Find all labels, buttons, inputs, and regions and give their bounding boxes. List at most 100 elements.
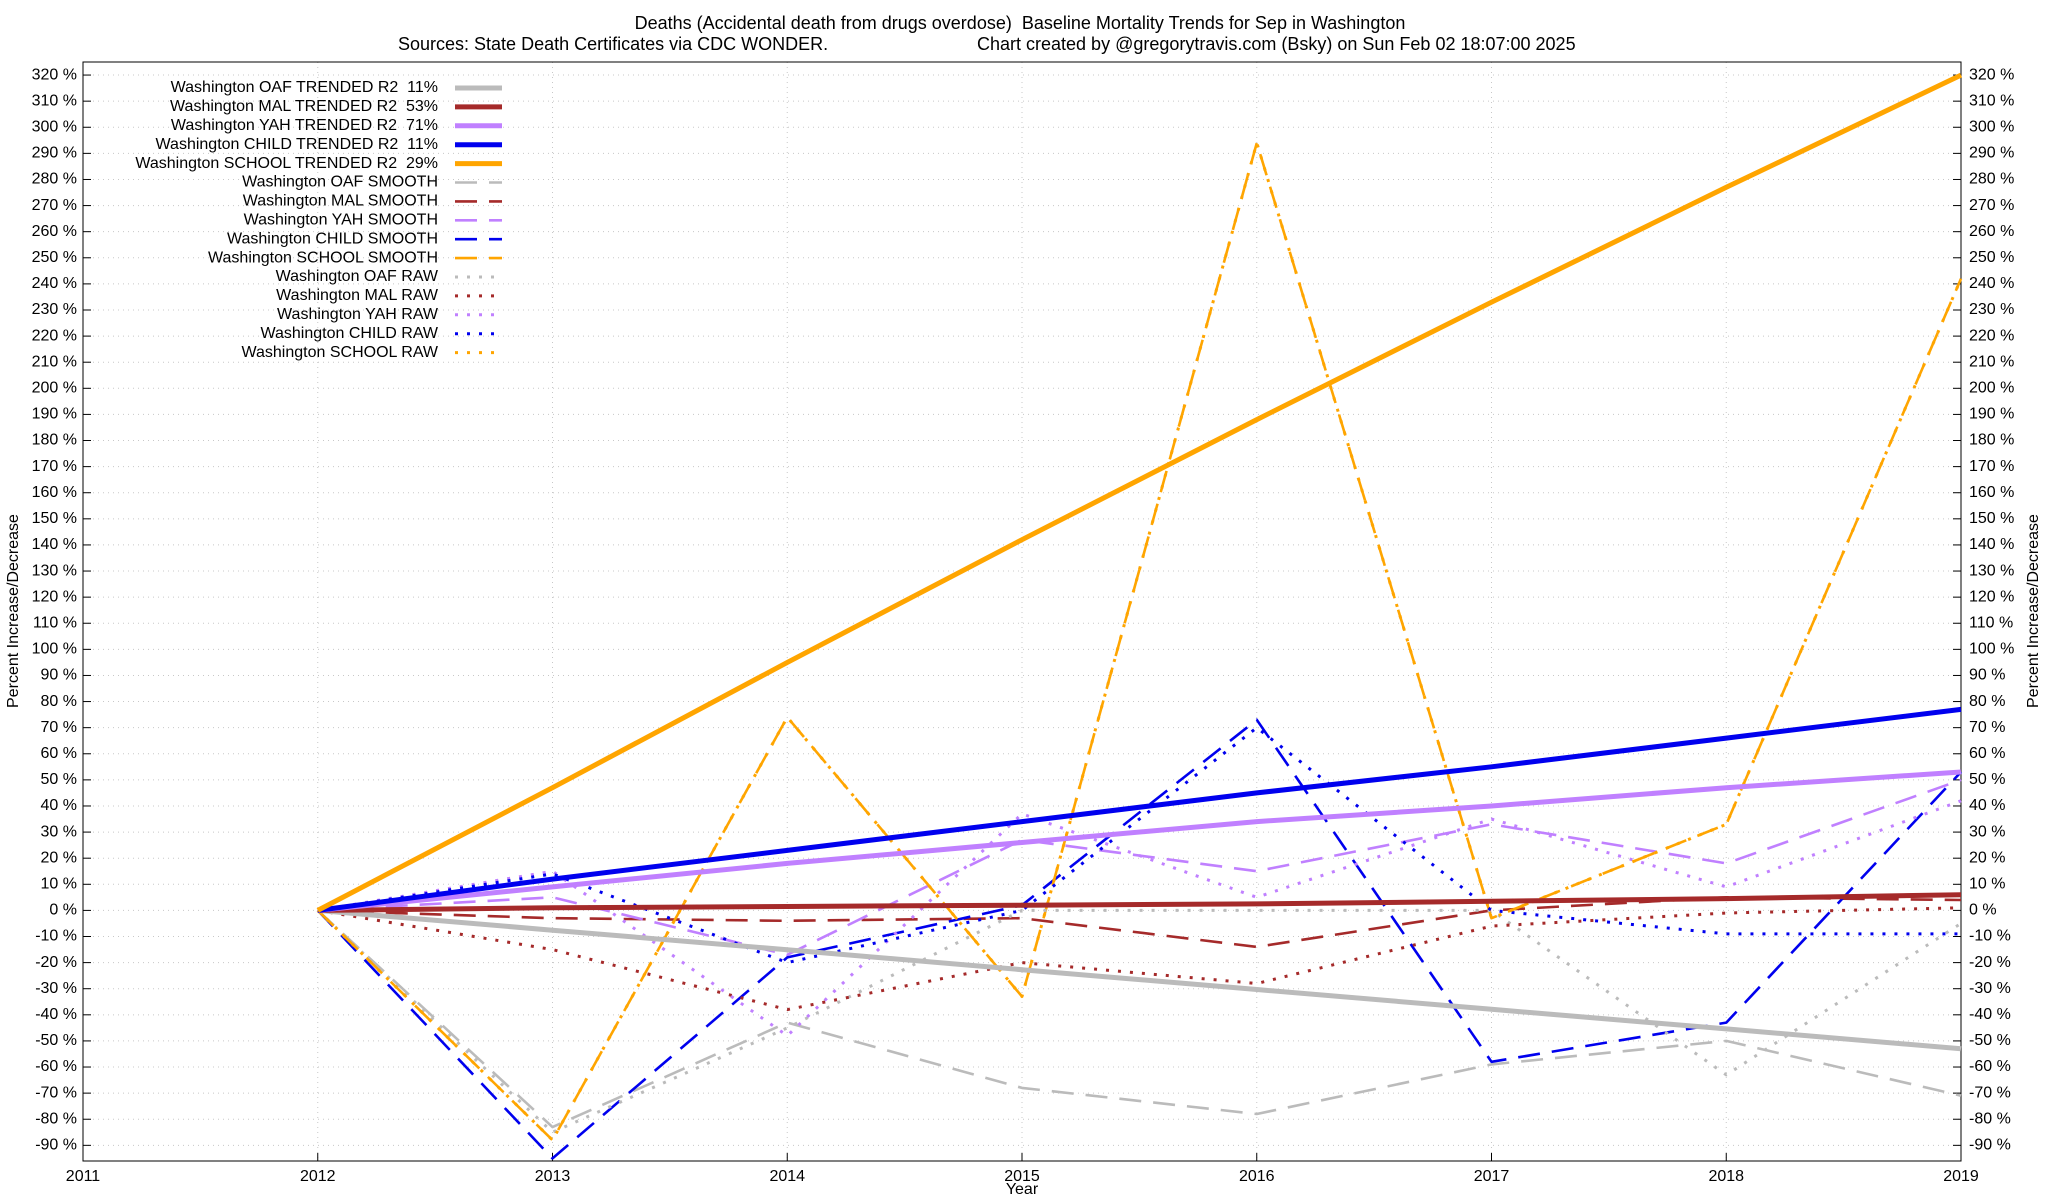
y2-tick-label: 110 %: [1969, 614, 2013, 631]
y-tick-label: 150 %: [32, 510, 77, 527]
x-tick-label: 2013: [535, 1168, 571, 1185]
legend-label: Washington MAL RAW: [276, 287, 439, 304]
y-tick-label: 100 %: [32, 641, 77, 658]
y2-tick-label: 220 %: [1969, 327, 2014, 344]
legend-label: Washington YAH TRENDED R2 71%: [171, 117, 438, 134]
y2-tick-label: 180 %: [1969, 432, 2014, 449]
series-line: [316, 909, 1962, 1129]
y-tick-label: 120 %: [32, 588, 77, 605]
y2-tick-label: 140 %: [1969, 536, 2014, 553]
chart-subtitle: Sources: State Death Certificates via CD…: [398, 34, 828, 54]
y-tick-label: 230 %: [32, 301, 77, 318]
y2-tick-label: 50 %: [1969, 771, 2005, 788]
y2-tick-label: 210 %: [1969, 353, 2014, 370]
legend-label: Washington MAL TRENDED R2 53%: [170, 98, 438, 115]
y-tick-label: 210 %: [32, 353, 77, 370]
legend-label: Washington SCHOOL RAW: [242, 344, 439, 361]
y2-tick-label: 10 %: [1969, 876, 2005, 893]
y-tick-label: 260 %: [32, 223, 77, 240]
y-tick-label: -50 %: [35, 1032, 77, 1049]
y-tick-label: 300 %: [32, 118, 77, 135]
series-line: [316, 141, 1963, 1142]
y2-tick-label: -20 %: [1969, 954, 2011, 971]
y2-tick-label: -50 %: [1969, 1032, 2011, 1049]
y-tick-label: -20 %: [35, 954, 77, 971]
y2-tick-label: 90 %: [1969, 667, 2005, 684]
x-tick-label: 2018: [1708, 1168, 1744, 1185]
y2-tick-label: 200 %: [1969, 380, 2014, 397]
y2-tick-label: 0 %: [1969, 902, 1997, 919]
y-tick-label: -90 %: [35, 1137, 77, 1154]
y-tick-label: 320 %: [32, 66, 77, 83]
y2-tick-label: 310 %: [1969, 92, 2014, 109]
y2-tick-label: 290 %: [1969, 145, 2014, 162]
y-tick-label: -30 %: [35, 980, 77, 997]
y-tick-label: 30 %: [41, 823, 77, 840]
y2-tick-label: 30 %: [1969, 823, 2005, 840]
y2-tick-label: -10 %: [1969, 928, 2011, 945]
y2-tick-label: 270 %: [1969, 197, 2014, 214]
y-tick-label: 110 %: [33, 614, 77, 631]
legend-label: Washington SCHOOL TRENDED R2 29%: [135, 155, 438, 172]
chart-title: Deaths (Accidental death from drugs over…: [635, 13, 1406, 33]
y-tick-label: 180 %: [32, 432, 77, 449]
y-tick-label: 270 %: [32, 197, 77, 214]
x-tick-label: 2016: [1239, 1168, 1275, 1185]
legend-label: Washington YAH SMOOTH: [244, 212, 438, 229]
y-tick-label: 70 %: [41, 719, 77, 736]
x-tick-label: 2017: [1474, 1168, 1510, 1185]
legend-label: Washington SCHOOL SMOOTH: [208, 249, 438, 266]
y-tick-label: 310 %: [32, 92, 77, 109]
y-tick-label: -80 %: [35, 1110, 77, 1127]
y2-tick-label: -90 %: [1969, 1137, 2011, 1154]
y-tick-label: 20 %: [41, 849, 77, 866]
y-tick-label: 130 %: [32, 562, 77, 579]
y-tick-label: 170 %: [32, 458, 77, 475]
legend-label: Washington OAF TRENDED R2 11%: [171, 79, 438, 96]
y2-tick-label: -60 %: [1969, 1058, 2011, 1075]
series-line: [316, 718, 1962, 1160]
y-tick-label: 290 %: [32, 145, 77, 162]
y2-tick-label: 260 %: [1969, 223, 2014, 240]
plot-frame: [82, 61, 1962, 1162]
y2-tick-label: 80 %: [1969, 693, 2005, 710]
y2-tick-label: 130 %: [1969, 562, 2014, 579]
series-line: [317, 907, 1962, 1052]
y2-tick-label: 170 %: [1969, 458, 2014, 475]
legend-label: Washington YAH RAW: [277, 306, 439, 323]
series-line: [317, 769, 1962, 913]
y2-tick-label: 230 %: [1969, 301, 2014, 318]
x-tick-label: 2012: [300, 1168, 336, 1185]
series-line: [316, 908, 1962, 1134]
x-tick-label: 2011: [66, 1168, 101, 1185]
legend-label: Washington CHILD SMOOTH: [227, 230, 438, 247]
y2-tick-label: 20 %: [1969, 849, 2005, 866]
y-tick-label: 200 %: [32, 380, 77, 397]
y2-axis-label: Percent Increase/Decrease: [2025, 514, 2042, 708]
y2-tick-label: 100 %: [1969, 641, 2014, 658]
y2-tick-label: 280 %: [1969, 171, 2014, 188]
series-line: [317, 799, 1962, 1038]
legend-label: Washington OAF RAW: [276, 268, 439, 285]
y-tick-label: -70 %: [35, 1084, 77, 1101]
y-tick-label: 250 %: [32, 249, 77, 266]
y2-tick-label: 150 %: [1969, 510, 2014, 527]
y2-tick-label: 160 %: [1969, 484, 2014, 501]
y2-tick-label: 60 %: [1969, 745, 2005, 762]
y-tick-label: -60 %: [35, 1058, 77, 1075]
y2-tick-label: 250 %: [1969, 249, 2014, 266]
y-tick-label: 280 %: [32, 171, 77, 188]
y-tick-label: 50 %: [41, 771, 77, 788]
legend: Washington OAF TRENDED R2 11% Washington …: [135, 79, 502, 361]
series-line: [317, 726, 1961, 965]
x-tick-label: 2019: [1943, 1168, 1979, 1185]
y2-tick-label: -40 %: [1969, 1006, 2011, 1023]
y-tick-label: -40 %: [35, 1006, 77, 1023]
y2-tick-label: -70 %: [1969, 1084, 2011, 1101]
y2-tick-label: -80 %: [1969, 1110, 2011, 1127]
y2-tick-label: 320 %: [1969, 66, 2014, 83]
y-axis-label: Percent Increase/Decrease: [5, 514, 22, 708]
legend-label: Washington OAF SMOOTH: [242, 174, 438, 191]
